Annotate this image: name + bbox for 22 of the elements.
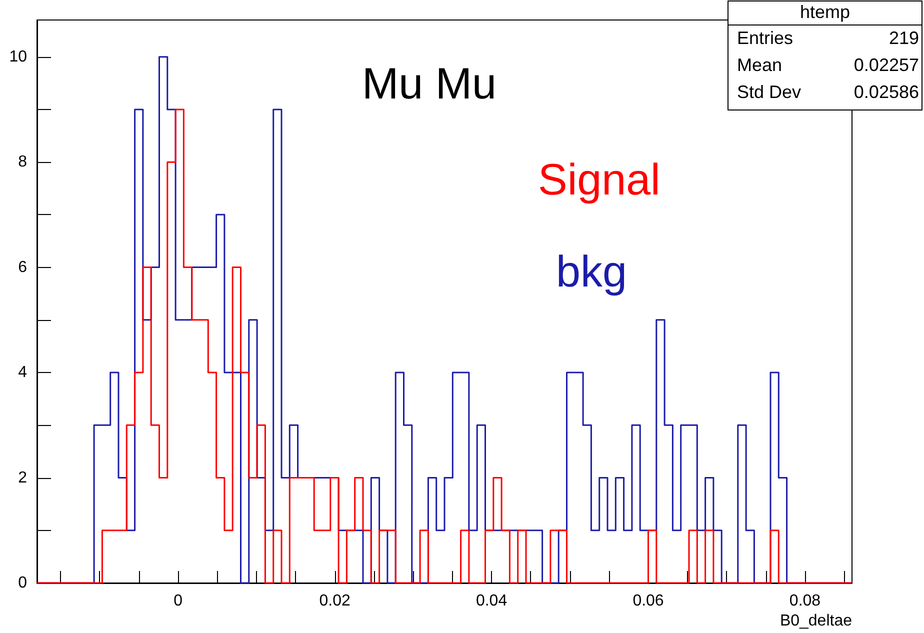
x-tick-label: 0.08 [789,592,821,610]
text: 219 [888,28,919,48]
y-tick-label: 10 [9,48,28,66]
y-tick-label: 8 [18,154,28,171]
y-tick-label: 2 [18,469,28,486]
y-tick-label: 4 [18,364,28,382]
x-tick-label: 0.06 [632,592,664,610]
annotation: htemp [800,2,850,22]
x-tick-label: 0.04 [476,592,508,610]
annotation: Mean [737,55,782,75]
y-tick-label: 6 [18,258,28,276]
text: Mu Mu [362,60,496,108]
y-tick-label: 0 [18,574,28,592]
text: Signal [538,156,660,204]
annotation: Std Dev [737,82,802,102]
text: 0.02586 [854,82,919,102]
x-tick-label: 0.02 [319,592,350,610]
text: 0.02257 [854,55,919,75]
x-axis-title: B0_deltae [780,612,852,630]
annotation: Entries [737,28,794,48]
x-tick-label: 0 [174,592,183,610]
series-label: bkg [556,248,627,296]
